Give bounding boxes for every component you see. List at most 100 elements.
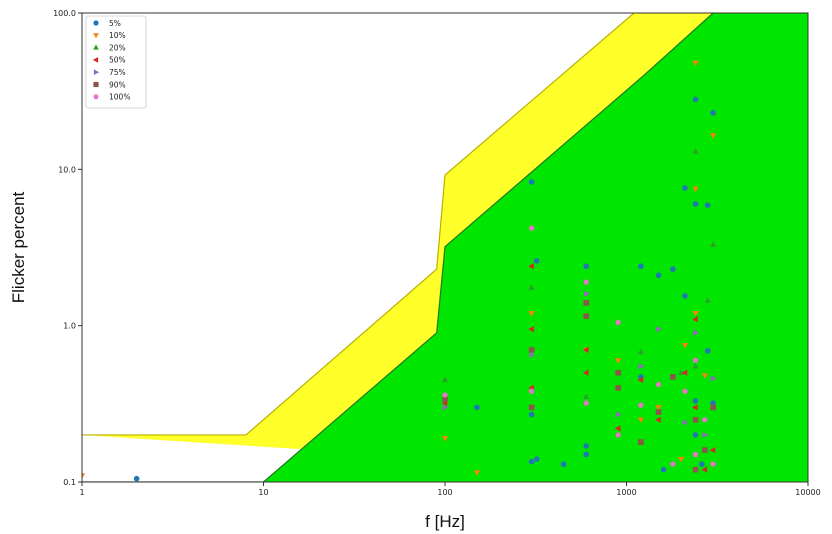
data-point (710, 400, 716, 406)
data-point (670, 266, 676, 272)
x-axis-label: f [Hz] (425, 512, 465, 531)
data-point (583, 443, 590, 449)
data-point (692, 311, 699, 317)
data-point (692, 416, 699, 423)
data-point (692, 357, 699, 363)
data-point (693, 329, 699, 336)
data-point (655, 272, 662, 279)
data-point (692, 60, 699, 67)
data-point (615, 431, 622, 438)
data-point (560, 461, 567, 467)
data-point (701, 416, 708, 423)
data-point (82, 473, 86, 479)
regions-layer (82, 13, 808, 482)
data-point (692, 316, 698, 323)
legend-marker (93, 93, 99, 100)
data-point (614, 425, 621, 432)
data-point (656, 326, 662, 333)
x-tick-label: 10000 (795, 488, 820, 497)
y-tick-label: 0.1 (63, 478, 76, 487)
data-point (582, 369, 589, 376)
data-point (528, 347, 535, 353)
legend-marker (93, 44, 99, 50)
legend-label: 75% (109, 68, 126, 77)
data-point (710, 109, 716, 116)
data-point (441, 436, 449, 442)
data-point (692, 201, 699, 207)
data-point (701, 373, 708, 379)
data-point (699, 461, 705, 467)
data-point (528, 458, 535, 465)
data-point (692, 148, 699, 154)
data-point (441, 376, 449, 383)
x-tick-label: 1000 (616, 488, 636, 497)
data-point (583, 300, 590, 306)
data-point (678, 456, 685, 463)
data-point (710, 404, 716, 411)
data-point (615, 358, 622, 364)
y-axis-label: Flicker percent (9, 191, 28, 303)
data-point (637, 417, 644, 424)
data-point (583, 399, 590, 406)
data-point (583, 393, 590, 400)
data-point (528, 388, 535, 394)
legend-label: 100% (109, 93, 130, 102)
data-point (638, 439, 644, 445)
legend-box (85, 15, 147, 109)
x-tick-label: 1 (79, 488, 84, 497)
region-boundary-yellow (82, 13, 635, 436)
data-point (529, 351, 535, 358)
data-point (692, 451, 699, 457)
data-point (638, 363, 645, 370)
data-point (583, 451, 590, 458)
data-point (692, 432, 699, 438)
data-point (692, 362, 699, 369)
data-point (615, 411, 622, 418)
data-point (528, 404, 535, 411)
data-point (681, 342, 689, 349)
legend-label: 90% (109, 80, 126, 89)
data-point (692, 186, 699, 193)
data-point (133, 475, 140, 482)
data-point (692, 404, 698, 411)
data-point (682, 293, 688, 299)
legend-label: 10% (109, 31, 126, 40)
y-tick-label: 100.0 (53, 9, 76, 18)
legend-marker (93, 81, 99, 88)
data-point (710, 133, 717, 139)
legend-label: 5% (109, 19, 121, 28)
legend-marker (92, 57, 99, 63)
data-point (710, 375, 717, 382)
data-point (528, 311, 535, 317)
data-point (533, 257, 540, 264)
data-point (710, 461, 717, 467)
data-point (692, 398, 699, 404)
data-point (660, 466, 667, 473)
data-point (655, 416, 661, 423)
data-point (682, 419, 689, 426)
data-point (442, 404, 449, 411)
data-point (704, 202, 711, 208)
points-layer (82, 60, 717, 482)
data-point (528, 326, 534, 333)
data-point (637, 348, 644, 355)
legend-marker (93, 33, 99, 39)
x-axis: 1 10 100 1000 10000 (79, 482, 821, 497)
data-point (528, 225, 535, 231)
data-point (692, 96, 699, 103)
data-point (704, 348, 711, 354)
data-point (528, 411, 535, 418)
data-point (442, 396, 448, 402)
data-point (474, 404, 480, 411)
data-point (583, 279, 590, 285)
legend-label: 20% (109, 43, 126, 52)
data-point (638, 263, 644, 270)
y-axis: 0.1 1.0 10.0 100.0 (53, 9, 82, 487)
data-point (682, 388, 688, 394)
data-point (692, 466, 699, 473)
data-point (704, 297, 711, 303)
data-point (533, 456, 540, 462)
data-point (678, 369, 685, 375)
data-point (669, 461, 676, 467)
